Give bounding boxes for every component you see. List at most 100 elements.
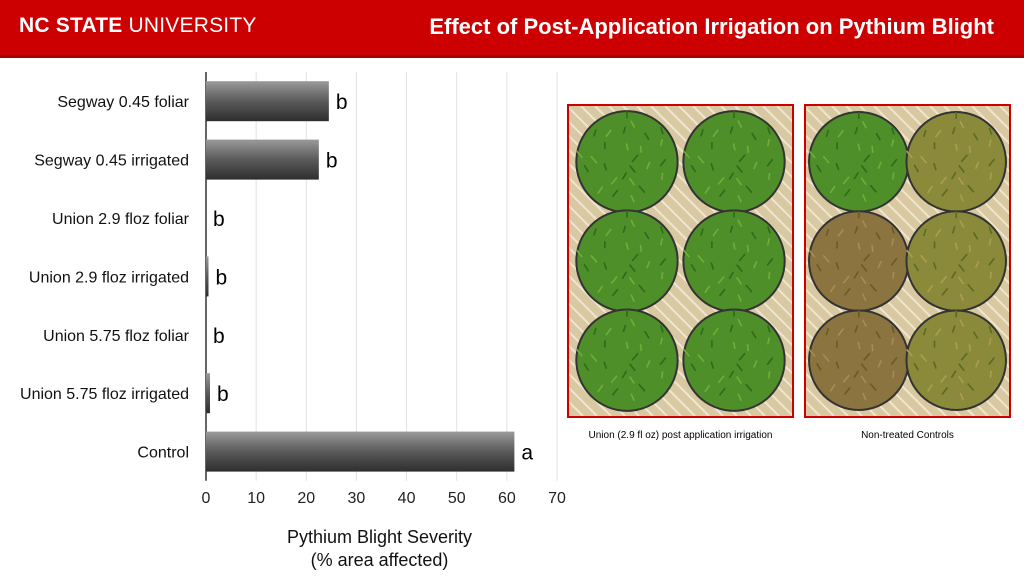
grass-blade <box>732 341 736 349</box>
grass-blade <box>917 342 923 350</box>
grass-blade <box>949 160 955 169</box>
grass-blade <box>690 363 697 371</box>
grass-blade <box>587 242 593 251</box>
x-axis-title: Pythium Blight Severity <box>287 527 472 547</box>
grass-blade <box>712 228 719 237</box>
grass-blade <box>935 250 943 259</box>
grass-blade <box>710 163 715 171</box>
grass-blade <box>934 129 942 138</box>
grass-blade <box>713 350 720 359</box>
grass-blade <box>738 154 746 163</box>
grass-blade <box>959 293 964 302</box>
grass-blade <box>613 316 620 325</box>
x-tick-label: 50 <box>448 490 466 507</box>
grass-blade <box>967 283 975 292</box>
grass-blade <box>597 186 604 194</box>
grass-blade <box>843 188 851 197</box>
grass-blade <box>853 171 860 180</box>
grass-blade <box>768 272 771 280</box>
grass-blade <box>728 370 735 379</box>
grass-blade <box>820 342 826 350</box>
bar <box>206 373 211 414</box>
grass-blade <box>690 164 697 173</box>
grass-blade <box>856 384 859 392</box>
grass-blade <box>704 285 711 294</box>
grass-blade <box>630 318 636 327</box>
grass-blade <box>651 186 658 195</box>
grass-blade <box>951 226 956 234</box>
grass-blade <box>746 344 750 352</box>
grass-blade <box>726 358 732 367</box>
grass-blade <box>726 160 732 169</box>
grass-blade <box>606 250 613 259</box>
grass-blade <box>816 263 822 272</box>
grass-blade <box>735 376 743 385</box>
grass-blade <box>942 217 950 226</box>
grass-blade <box>959 331 967 340</box>
grass-blade <box>968 145 972 153</box>
grass-blade <box>659 337 664 345</box>
grass-blade <box>954 285 957 293</box>
grass-blade <box>861 319 867 328</box>
grass-blade <box>935 350 943 359</box>
grass-blade <box>920 353 928 363</box>
grass-blade <box>851 160 857 169</box>
grass-blade <box>853 370 860 379</box>
grass-blade <box>860 164 868 173</box>
grass-blade <box>959 194 964 202</box>
grass-blade <box>659 126 664 135</box>
grass-blade <box>729 126 734 134</box>
grass-blade <box>619 160 625 169</box>
grass-blade <box>631 154 639 163</box>
grass-blade <box>738 352 746 361</box>
turf-pot <box>907 113 1005 211</box>
grass-blade <box>738 253 746 262</box>
grass-blade <box>980 186 987 195</box>
grass-blade <box>861 220 867 228</box>
grass-blade <box>746 244 750 252</box>
grass-blade <box>694 143 700 152</box>
turf-pot <box>907 212 1005 310</box>
grass-blade <box>705 372 709 381</box>
grass-blade <box>860 363 868 372</box>
grass-blade <box>891 127 895 135</box>
grass-blade <box>752 371 758 380</box>
grass-blade <box>883 148 890 157</box>
grass-blade <box>951 126 956 135</box>
grass-blade <box>883 247 890 256</box>
grass-blade <box>913 164 920 173</box>
grass-blade <box>700 228 704 236</box>
grass-blade <box>871 244 874 253</box>
grass-blade <box>593 327 597 335</box>
grass-blade <box>697 354 705 363</box>
grass-blade <box>873 319 881 328</box>
grass-blade <box>726 259 732 268</box>
grass-blade <box>959 392 964 401</box>
grass-blade <box>954 242 958 251</box>
grass-blade <box>597 384 604 393</box>
grass-blade <box>822 254 830 263</box>
grass-blade <box>659 238 664 246</box>
grass-blade <box>724 136 732 145</box>
grass-blade <box>610 176 618 185</box>
grass-blade <box>849 335 857 344</box>
grass-blade <box>891 139 895 147</box>
grass-blade <box>731 285 735 293</box>
grass-blade <box>630 133 638 142</box>
grass-blade <box>974 359 980 368</box>
slide-title: Effect of Post-Application Irrigation on… <box>429 14 994 39</box>
grass-blade <box>892 370 895 379</box>
grass-blade <box>624 285 628 293</box>
grass-blade <box>974 260 980 269</box>
grass-blade <box>737 120 743 128</box>
grass-blade <box>697 155 705 164</box>
x-tick-label: 60 <box>498 490 516 507</box>
grass-blade <box>958 375 965 384</box>
grass-blade <box>775 348 783 358</box>
grass-blade <box>766 238 771 246</box>
grass-blade <box>941 287 949 296</box>
grass-blade <box>845 118 852 127</box>
category-label: Control <box>137 445 189 462</box>
grass-blade <box>949 358 955 367</box>
grass-blade <box>891 325 895 334</box>
